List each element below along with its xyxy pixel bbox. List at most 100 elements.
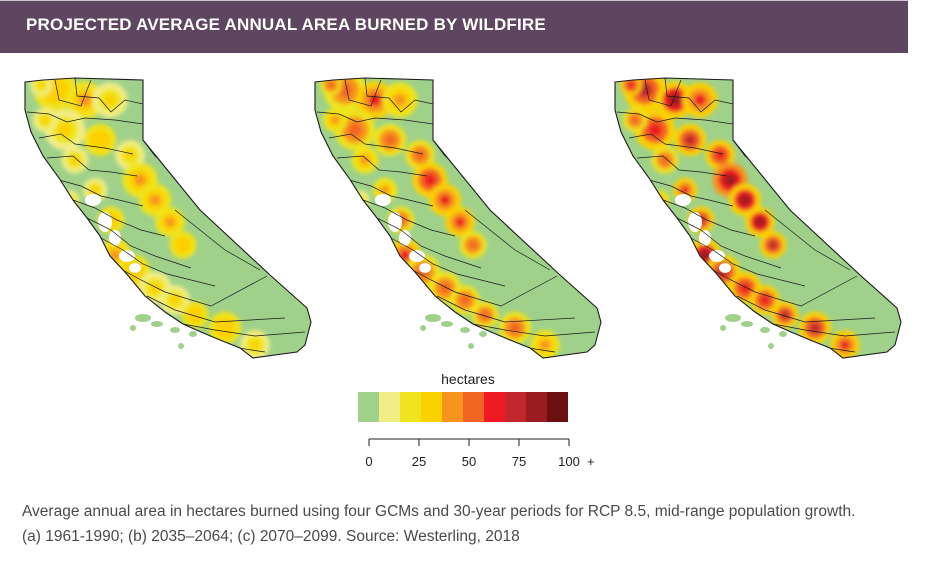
caption-line-2: (a) 1961-1990; (b) 2035–2064; (c) 2070–2… [22,528,520,545]
map-valley [129,263,141,273]
burn-cell [768,240,778,250]
burn-cell [724,174,736,186]
burn-cell [455,217,465,227]
legend-swatch [379,392,400,422]
map-valley [699,230,711,246]
burn-cell [509,322,521,334]
legend-swatch [505,392,526,422]
title-bar: PROJECTED AVERAGE ANNUAL AREA BURNED BY … [0,0,908,53]
county-boundary [636,155,728,177]
burn-cell [460,295,470,305]
burn-cell [755,217,765,227]
map-island [135,314,151,322]
county-boundary [736,295,876,323]
map-island [479,331,487,337]
burn-cell [809,322,821,334]
burn-cell [348,123,362,137]
burn-layer [620,78,860,358]
burn-cell [149,282,161,294]
burn-cell [125,150,135,160]
burn-cell [480,310,490,320]
burn-cell [190,310,200,320]
burn-cell [394,94,406,106]
county-boundary [376,217,482,269]
map-valley [688,212,702,232]
map-island [441,321,453,327]
legend-tick-label: 100 [558,454,580,469]
county-boundary [118,267,268,307]
county-boundary [772,323,896,337]
burn-cell [60,190,80,210]
burn-cell [650,190,670,210]
legend-swatch [463,392,484,422]
county-boundary [436,295,576,323]
map-island [760,327,770,333]
map-island [189,331,197,337]
legend-swatch [526,392,547,422]
legend-swatch [547,392,568,422]
county-boundary [74,78,144,113]
map-island [768,343,774,349]
county-boundary [316,111,434,125]
burn-cell [250,340,260,350]
burn-cell [780,310,790,320]
map-valley [109,230,121,246]
legend-swatch [442,392,463,422]
burn-cell [58,123,72,137]
legend-swatch [358,392,379,422]
burn-cell [439,282,451,294]
county-boundary [146,295,286,323]
burn-cell [468,240,478,250]
burn-cell [648,123,662,137]
burn-cell [739,282,751,294]
map-island [725,314,741,322]
county-boundary [628,133,724,155]
map-valley [119,250,135,262]
county-boundary [464,209,551,271]
legend-swatch [421,392,442,422]
map-valley [675,194,691,206]
legend-tick-label: 75 [512,454,526,469]
burn-cell [415,150,425,160]
burn-cell [630,115,640,125]
burn-cell [165,217,175,227]
maps-area [24,77,902,359]
page-title: PROJECTED AVERAGE ANNUAL AREA BURNED BY … [26,15,546,34]
legend-tick-label: 50 [462,454,476,469]
map-panel [24,77,312,359]
burn-cell [350,190,370,210]
burn-cell [40,115,50,125]
county-boundary [616,111,734,125]
county-boundary [336,155,428,177]
burn-cell [540,340,550,350]
burn-cell [660,155,670,165]
county-boundary [662,199,756,237]
burn-cell [170,295,180,305]
county-boundary [644,79,682,107]
map-valley [709,250,725,262]
county-boundary [348,179,434,207]
burn-cell [715,150,725,160]
map-island [130,325,136,331]
legend-open-end: + [587,454,595,469]
burn-cell [327,81,335,89]
county-boundary [26,111,144,125]
county-boundary [364,78,434,113]
county-boundary [328,133,424,155]
legend-title: hectares [441,371,495,387]
burn-cell [699,249,711,261]
legend-tick-label: 25 [412,454,426,469]
burn-cell [399,249,411,261]
map-island [425,314,441,322]
county-boundary [362,199,456,237]
map-valley [388,212,402,232]
county-boundary [58,179,144,207]
map-panel [614,77,902,359]
map-valley [98,212,112,232]
burn-cell [109,249,121,261]
map-valley [719,263,731,273]
burn-cell [840,340,850,350]
map-island [741,321,753,327]
burn-cell [178,240,188,250]
map-island [420,325,426,331]
